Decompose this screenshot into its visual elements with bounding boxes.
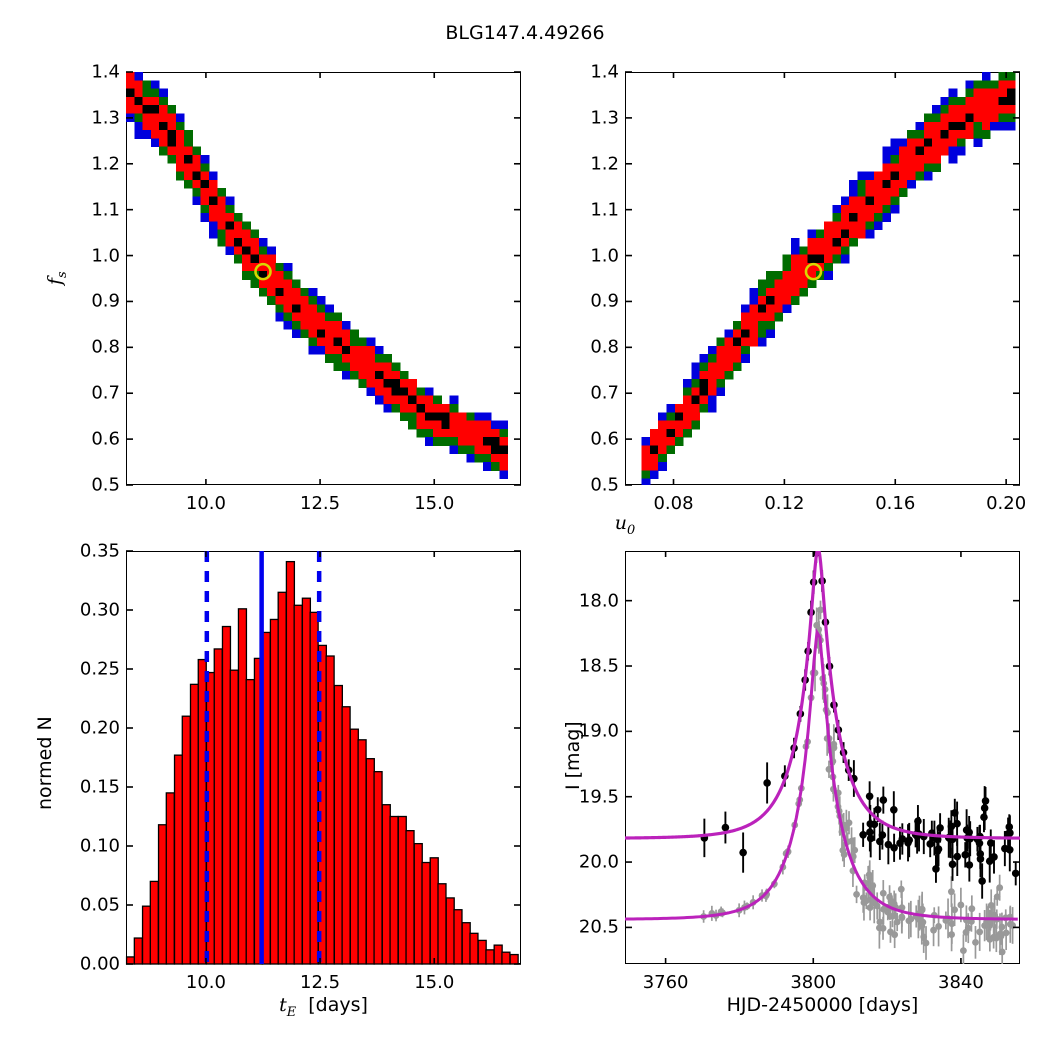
ytick-label: 0.6 [91, 428, 120, 450]
ytick-label: 0.00 [79, 953, 120, 975]
panel-fs-vs-tE [126, 71, 521, 486]
density-plot-tr [625, 71, 1020, 486]
ytick-label: 0.8 [590, 336, 619, 358]
ytick-label: 0.6 [590, 428, 619, 450]
xtick-label: 15.0 [414, 493, 455, 514]
density-plot-tl [126, 71, 521, 486]
ytick-label: 1.1 [590, 199, 619, 221]
xtick-label: 0.16 [875, 493, 916, 514]
histogram-bars [125, 560, 519, 965]
axis-label-fs-left: fs [44, 271, 70, 285]
xtick-label: 12.5 [300, 972, 341, 993]
ytick-label: 0.7 [590, 382, 619, 404]
ytick-label: 1.0 [590, 245, 619, 267]
xtick-label: 3800 [790, 972, 837, 993]
ytick-label: 0.10 [79, 835, 120, 857]
ytick-label: 0.05 [79, 894, 120, 916]
ytick-label: 1.2 [91, 153, 120, 175]
ytick-label: 0.35 [79, 540, 120, 562]
black-data-points [700, 551, 1020, 899]
histogram-plot [125, 550, 521, 965]
xtick-label: 12.5 [300, 493, 341, 514]
ytick-label: 0.7 [91, 382, 120, 404]
panel-fs-vs-u0 [625, 71, 1020, 486]
lightcurve-plot [625, 551, 1020, 964]
xtick-label: 15.0 [414, 972, 455, 993]
xtick-label: 0.08 [653, 493, 694, 514]
ytick-label: 1.2 [590, 153, 619, 175]
ytick-label: 0.20 [79, 717, 120, 739]
xtick-label: 3840 [938, 972, 984, 993]
xtick-label: 10.0 [185, 493, 226, 514]
ytick-label: 1.1 [91, 199, 120, 221]
axis-label-u0: u0 [614, 512, 636, 538]
panel-tE-histogram [125, 550, 521, 965]
panel-light-curve [625, 551, 1020, 964]
ytick-label: 0.30 [79, 599, 120, 621]
ytick-label: 19.5 [578, 786, 619, 808]
ytick-label: 1.4 [590, 61, 619, 83]
ytick-label: 0.8 [91, 336, 120, 358]
ytick-label: 0.9 [91, 290, 120, 312]
axis-label-hjd: HJD-2450000 [days] [726, 994, 919, 1016]
xtick-label: 10.0 [185, 972, 226, 993]
xtick-label: 0.20 [986, 493, 1027, 514]
best-fit-marker [254, 262, 272, 281]
ytick-label: 1.4 [91, 61, 120, 83]
xtick-label: 0.12 [764, 493, 805, 514]
ytick-label: 18.0 [578, 590, 619, 612]
ytick-label: 0.15 [79, 776, 120, 798]
ytick-label: 0.9 [590, 290, 619, 312]
axis-label-normed-n: normed N [34, 716, 56, 810]
ytick-label: 20.0 [578, 851, 619, 873]
axis-label-tE: tE [days] [279, 994, 368, 1020]
ytick-label: 20.5 [578, 916, 619, 938]
ytick-label: 0.25 [79, 658, 120, 680]
xtick-label: 3760 [642, 972, 689, 993]
ytick-label: 1.3 [590, 107, 619, 129]
ytick-label: 19.0 [578, 720, 619, 742]
best-fit-marker [804, 262, 823, 281]
figure-title: BLG147.4.49266 [445, 22, 605, 44]
ytick-label: 0.5 [91, 474, 120, 496]
ytick-label: 0.5 [590, 474, 619, 496]
gray-data-points [700, 600, 1016, 964]
offset-model-curve [625, 628, 1018, 921]
ytick-label: 1.3 [91, 107, 120, 129]
ytick-label: 18.5 [578, 655, 619, 677]
ytick-label: 1.0 [91, 245, 120, 267]
model-curve [625, 551, 1020, 840]
